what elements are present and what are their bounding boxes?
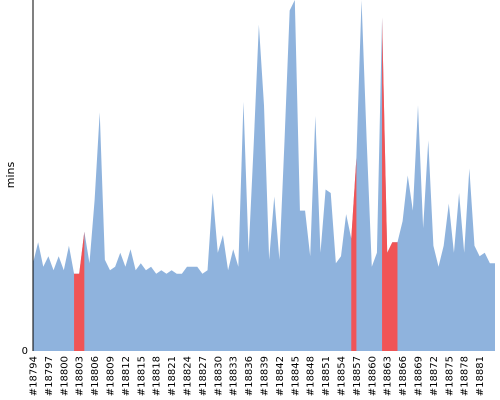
x-tick-label: #18881 xyxy=(475,356,486,396)
highlight-area-1 xyxy=(351,157,357,351)
highlight-area-2 xyxy=(382,17,398,352)
x-tick-label: #18848 xyxy=(306,356,317,396)
x-tick-labels: #18794 #18797 #18800 #18803 #18806 #18809 #188… xyxy=(29,356,487,396)
x-tick-label: #18851 xyxy=(321,356,332,396)
x-tick-label: #18812 xyxy=(121,356,132,396)
x-tick-label: #18854 xyxy=(337,356,348,396)
x-tick-label: #18845 xyxy=(290,356,301,396)
highlight-area-0 xyxy=(74,231,85,351)
x-tick-label: #18797 xyxy=(44,356,55,396)
x-tick-label: #18857 xyxy=(352,356,363,396)
x-tick-label: #18839 xyxy=(260,356,271,396)
x-tick-label: #18869 xyxy=(414,356,425,396)
x-tick-label: #18821 xyxy=(167,356,178,396)
x-tick-label: #18815 xyxy=(136,356,147,396)
x-tick-label: #18809 xyxy=(106,356,117,396)
series-area xyxy=(33,0,495,351)
series-area-group xyxy=(33,0,495,351)
highlight-group xyxy=(74,17,398,352)
x-tick-label: #18863 xyxy=(383,356,394,396)
x-tick-label: #18803 xyxy=(75,356,86,396)
x-tick-label: #18878 xyxy=(460,356,471,396)
x-tick-label: #18860 xyxy=(367,356,378,396)
x-tick-label: #18818 xyxy=(152,356,163,396)
x-tick-label: #18800 xyxy=(59,356,70,396)
x-tick-label: #18827 xyxy=(198,356,209,396)
x-tick-label: #18806 xyxy=(90,356,101,396)
x-tick-label: #18872 xyxy=(429,356,440,396)
x-tick-label: #18830 xyxy=(213,356,224,396)
x-tick-label: #18833 xyxy=(229,356,240,396)
x-tick-label: #18842 xyxy=(275,356,286,396)
y-axis-label: mins xyxy=(4,161,17,188)
x-tick-label: #18836 xyxy=(244,356,255,396)
x-tick-label: #18866 xyxy=(398,356,409,396)
x-tick-label: #18794 xyxy=(29,356,40,396)
y-tick-label-0: 0 xyxy=(22,346,28,357)
x-tick-label: #18824 xyxy=(183,356,194,396)
x-tick-label: #18875 xyxy=(444,356,455,396)
